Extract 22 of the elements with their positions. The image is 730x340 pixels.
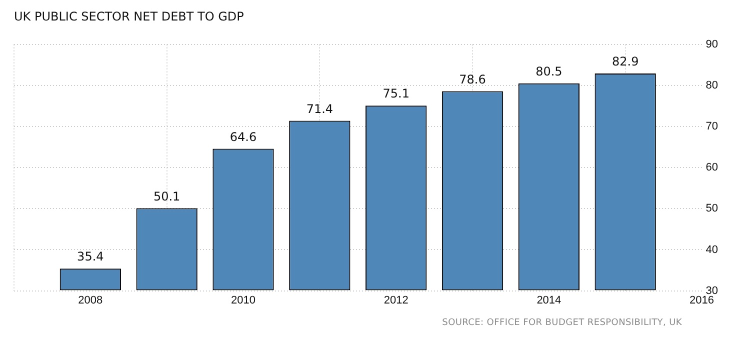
y-tick-label: 40 bbox=[706, 244, 718, 256]
x-tick-label: 2016 bbox=[690, 294, 714, 306]
x-tick-label: 2014 bbox=[536, 294, 562, 306]
data-label: 78.6 bbox=[459, 72, 486, 86]
source-note: SOURCE: OFFICE FOR BUDGET RESPONSIBILITY, UK bbox=[442, 318, 682, 328]
chart-title: UK PUBLIC SECTOR NET DEBT TO GDP bbox=[14, 9, 244, 24]
x-tick-label: 2008 bbox=[78, 294, 103, 306]
data-label: 75.1 bbox=[382, 86, 410, 101]
x-tick-label: 2012 bbox=[384, 294, 408, 306]
data-label: 71.4 bbox=[306, 102, 334, 116]
y-tick-label: 70 bbox=[706, 120, 718, 133]
y-tick-label: 80 bbox=[706, 80, 718, 92]
data-label: 82.9 bbox=[612, 54, 639, 69]
data-label: 64.6 bbox=[230, 130, 257, 144]
y-tick-label: 60 bbox=[706, 162, 718, 174]
x-tick-label: 2010 bbox=[231, 294, 256, 306]
data-label: 35.4 bbox=[77, 250, 104, 264]
y-tick-label: 50 bbox=[706, 202, 718, 215]
data-label: 50.1 bbox=[153, 189, 180, 204]
y-tick-label: 30 bbox=[706, 284, 718, 297]
data-label: 80.5 bbox=[536, 64, 562, 79]
y-tick-label: 90 bbox=[706, 38, 718, 50]
